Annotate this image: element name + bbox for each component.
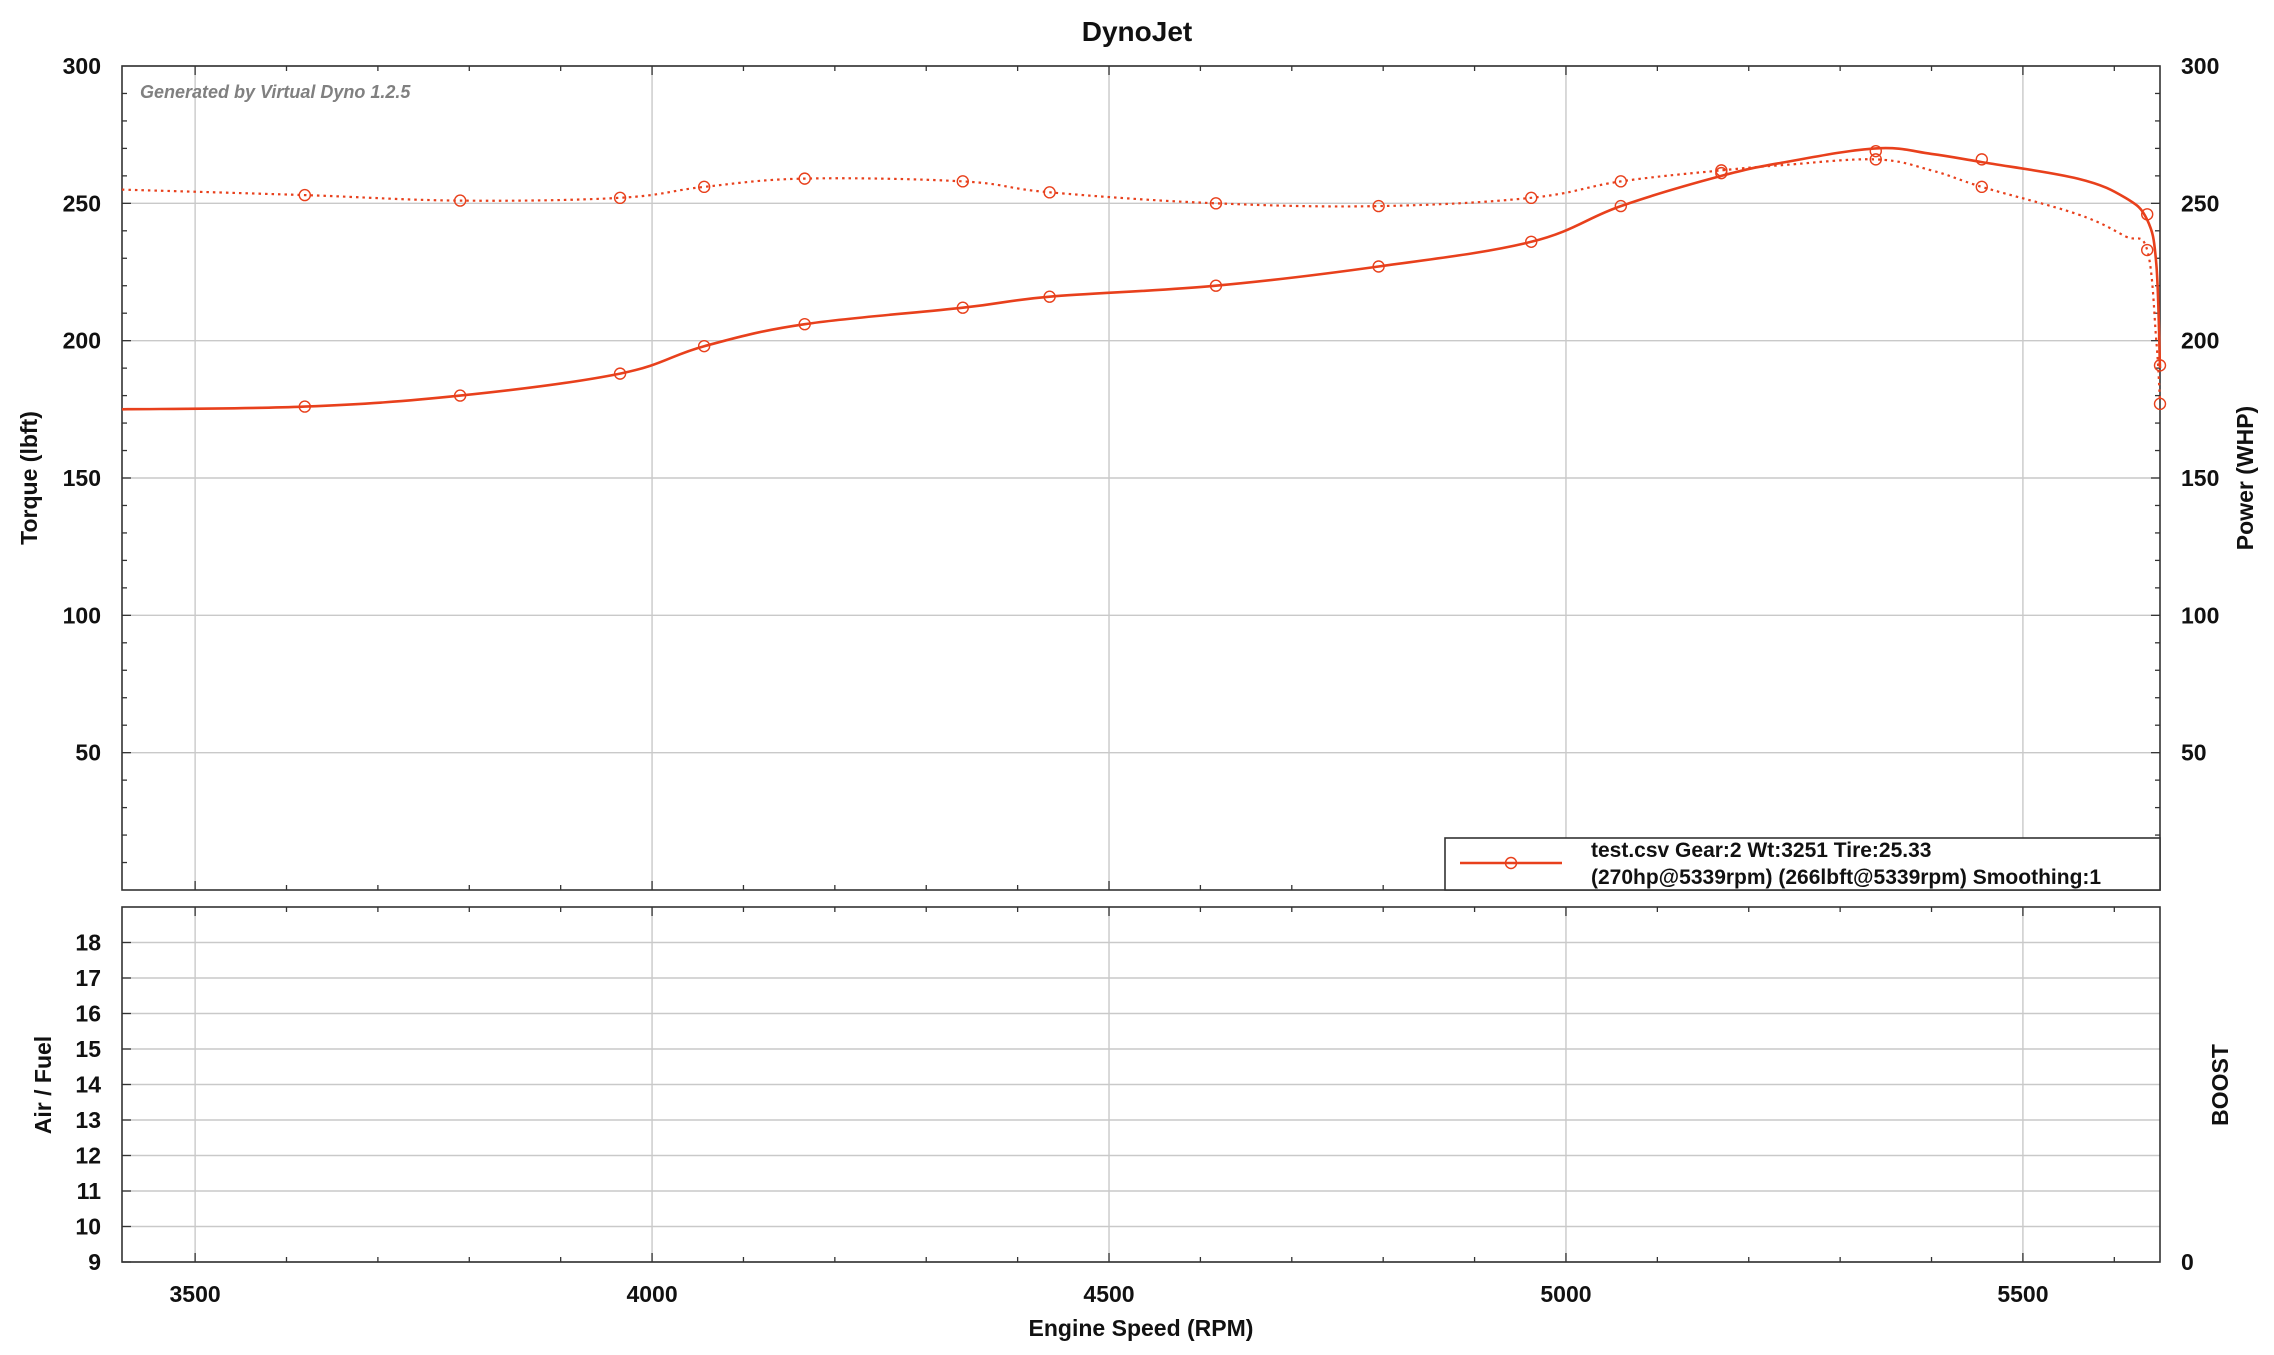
torque-marker	[956, 301, 969, 314]
torque-tick-label: 250	[63, 190, 101, 216]
torque-power-panel: 50 100 150 200 250 300 50 100 150 200 250 300 Torq…	[16, 53, 2258, 891]
torque-power-markers	[298, 144, 2167, 413]
legend-text-line-2: (270hp@5339rpm) (266lbft@5339rpm) Smooth…	[1591, 866, 2101, 889]
power-marker	[697, 180, 711, 194]
engine-speed-tick-label: 5000	[1540, 1281, 1591, 1307]
generator-watermark: Generated by Virtual Dyno 1.2.5	[140, 82, 411, 102]
torque-axis-ticks: 50 100 150 200 250 300	[63, 53, 101, 766]
torque-curve	[121, 146, 2162, 411]
air-fuel-axis-ticks: 9 10 11 12 13 14 15 16 17 18	[75, 930, 101, 1276]
power-marker	[1614, 175, 1627, 188]
air-fuel-tick-label: 17	[75, 965, 101, 991]
power-tick-label: 250	[2181, 190, 2219, 216]
boost-axis-label: BOOST	[2207, 1044, 2233, 1126]
power-marker	[1715, 164, 1728, 177]
legend: test.csv Gear:2 Wt:3251 Tire:25.33 (270h…	[1444, 837, 2161, 891]
power-tick-label: 150	[2181, 465, 2219, 491]
torque-tick-label: 300	[63, 53, 101, 79]
power-marker	[613, 191, 627, 205]
torque-marker	[2153, 359, 2167, 372]
bottom-panel-frame	[121, 906, 2161, 1263]
power-marker	[956, 175, 969, 188]
legend-marker-swatch	[1504, 856, 1518, 870]
power-tick-label: 300	[2181, 53, 2219, 79]
power-marker	[798, 172, 811, 185]
air-fuel-tick-label: 16	[75, 1001, 101, 1027]
air-fuel-tick-label: 13	[75, 1107, 101, 1133]
air-fuel-axis-label: Air / Fuel	[30, 1036, 56, 1134]
torque-tick-label: 200	[63, 328, 101, 354]
top-panel-minor-ticks	[122, 66, 2160, 890]
torque-marker	[1525, 235, 1538, 248]
torque-tick-label: 100	[63, 602, 101, 628]
engine-speed-tick-label: 4000	[626, 1281, 677, 1307]
power-marker	[1869, 153, 1882, 166]
torque-tick-label: 50	[75, 740, 101, 766]
engine-speed-axis-ticks: 3500 4000 4500 5000 5500	[170, 1281, 2049, 1307]
power-marker	[1372, 199, 1385, 213]
torque-marker	[453, 389, 467, 402]
boost-axis-ticks: 0	[2181, 1249, 2194, 1275]
engine-speed-tick-label: 5500	[1997, 1281, 2048, 1307]
power-tick-label: 50	[2181, 740, 2207, 766]
power-axis-ticks: 50 100 150 200 250 300	[2181, 53, 2219, 766]
legend-box	[1444, 837, 2161, 891]
air-fuel-tick-label: 14	[75, 1072, 101, 1098]
torque-power-series	[121, 146, 2162, 411]
power-marker	[2141, 243, 2154, 257]
air-fuel-tick-label: 15	[75, 1036, 101, 1062]
power-marker	[298, 188, 311, 202]
bottom-panel-grid	[122, 907, 2160, 1263]
torque-marker	[1614, 199, 1627, 213]
torque-marker	[798, 317, 811, 331]
legend-text-line-1: test.csv Gear:2 Wt:3251 Tire:25.33	[1591, 839, 1931, 862]
torque-axis-label: Torque (lbft)	[16, 411, 42, 545]
torque-marker	[1043, 290, 1056, 303]
torque-marker	[697, 339, 711, 353]
torque-marker	[1209, 279, 1223, 292]
power-marker	[2153, 397, 2167, 411]
power-axis-label: Power (WHP)	[2232, 406, 2258, 550]
power-marker	[1043, 186, 1056, 199]
air-fuel-tick-label: 12	[75, 1143, 101, 1169]
chart-title: DynoJet	[1082, 16, 1192, 47]
boost-tick-label: 0	[2181, 1249, 2194, 1275]
torque-marker	[613, 367, 627, 380]
torque-marker	[1975, 153, 1988, 166]
air-fuel-tick-label: 11	[77, 1178, 102, 1204]
power-marker	[453, 194, 467, 207]
engine-speed-axis-label: Engine Speed (RPM)	[1029, 1315, 1254, 1341]
bottom-panel-minor-ticks	[122, 907, 2115, 1263]
power-tick-label: 100	[2181, 602, 2219, 628]
torque-marker	[2141, 208, 2154, 221]
engine-speed-tick-label: 4500	[1083, 1281, 1134, 1307]
power-curve	[121, 158, 2162, 402]
engine-speed-tick-label: 3500	[170, 1281, 221, 1307]
air-fuel-tick-label: 9	[88, 1249, 101, 1275]
power-marker	[1975, 180, 1988, 194]
air-fuel-panel: 9 10 11 12 13 14 15 16 17 18 0 Air / Fuel BOOST 3…	[30, 906, 2233, 1341]
power-tick-label: 200	[2181, 328, 2219, 354]
torque-marker	[1869, 144, 1882, 158]
air-fuel-tick-label: 18	[75, 930, 101, 956]
torque-marker	[298, 400, 311, 413]
power-marker	[1209, 197, 1223, 210]
air-fuel-tick-label: 10	[75, 1214, 101, 1240]
torque-marker	[1372, 260, 1385, 273]
power-marker	[1525, 191, 1538, 205]
top-panel-frame	[121, 65, 2161, 891]
torque-tick-label: 150	[63, 465, 101, 491]
